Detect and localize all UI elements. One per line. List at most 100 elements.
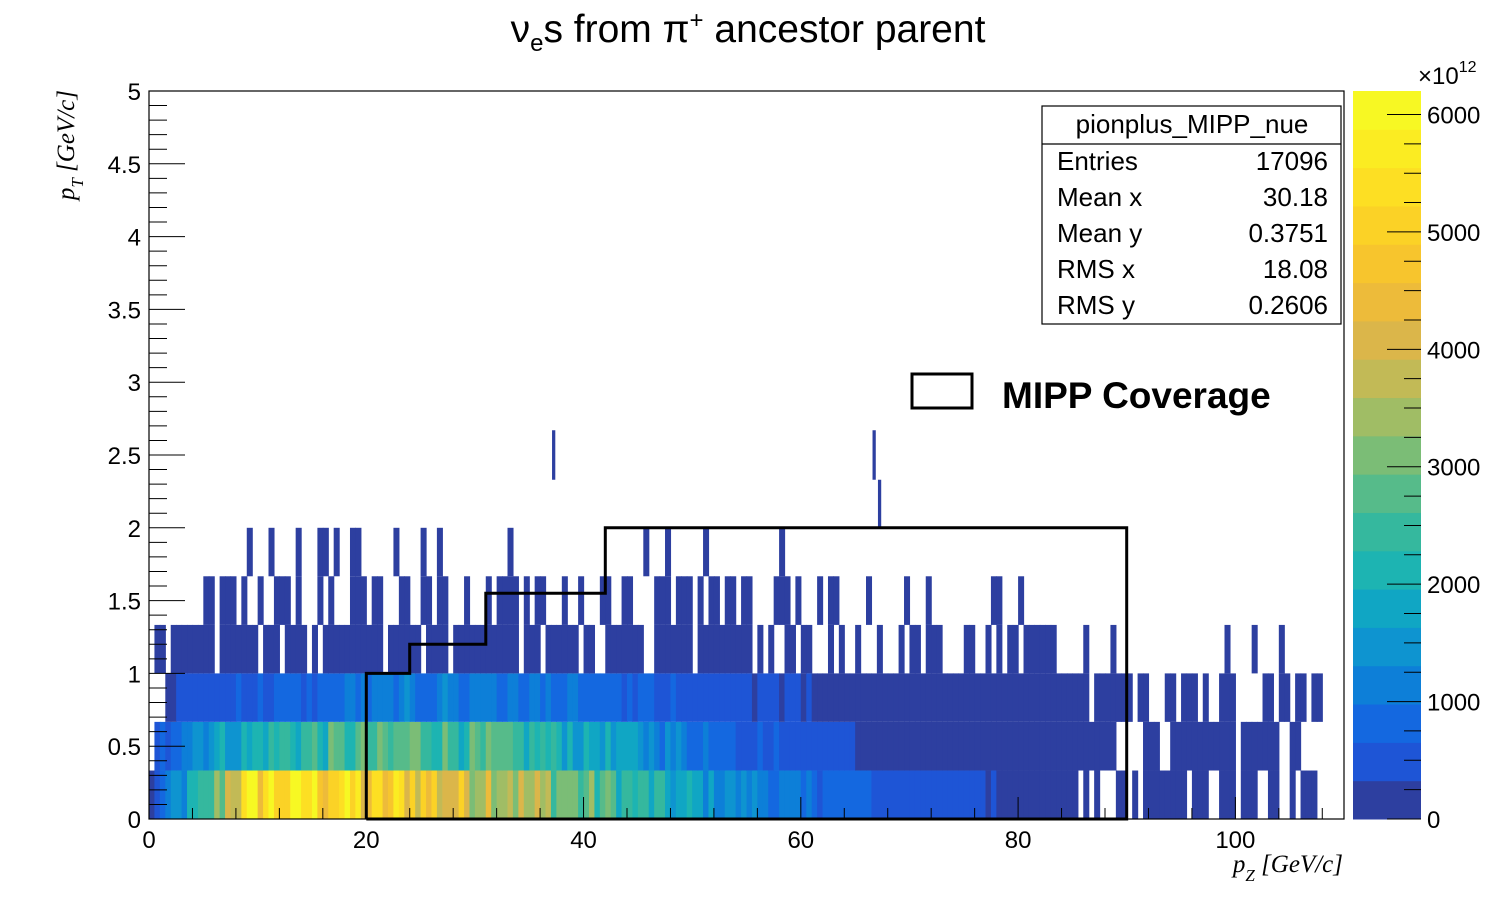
heatmap-cell [947,721,954,771]
heatmap-cell [838,673,845,722]
heatmap-cell [1061,721,1068,771]
heatmap-cell [605,721,612,771]
heatmap-cell [1186,721,1193,771]
heatmap-cell [273,721,280,771]
heatmap-cell [480,624,487,674]
colorbar-swatch [1353,627,1421,667]
heatmap-cell [453,673,460,722]
heatmap-cell [230,673,237,722]
heatmap-cell [442,673,449,722]
heatmap-cell [279,721,286,771]
colorbar-exponent: ×1012 [1418,59,1477,90]
heatmap-cell [502,673,509,722]
heatmap-cell [426,576,433,625]
heatmap-cell [1001,721,1008,771]
heatmap-cell [420,673,427,722]
heatmap-cell [436,624,443,674]
heatmap-cell [295,527,302,577]
heatmap-cell [632,673,639,722]
heatmap-cell [257,721,264,771]
heatmap-cell [789,770,796,819]
heatmap-cell [333,721,340,771]
heatmap-cell [360,721,367,771]
heatmap-cell [523,721,530,771]
x-tick-label: 60 [787,827,814,854]
heatmap-cell [969,673,976,722]
heatmap-cell [561,721,568,771]
heatmap-cell [773,770,780,819]
heatmap-cell [583,770,590,819]
colorbar-swatch [1353,704,1421,743]
heatmap-cell [936,721,943,771]
heatmap-cell [708,721,715,771]
heatmap-cell [567,673,574,722]
heatmap-cell [1202,770,1209,819]
heatmap-cell [757,721,764,771]
heatmap-cell [268,673,275,722]
heatmap-cell [404,673,411,722]
colorbar-swatch [1353,320,1421,360]
heatmap-cell [339,624,346,674]
heatmap-cell [1083,624,1090,674]
heatmap-cell [746,721,753,771]
heatmap-cell [659,721,666,771]
heatmap-cell [784,770,791,819]
heatmap-cell [219,576,226,625]
heatmap-cell [398,770,405,819]
heatmap-cell [426,624,433,674]
heatmap-cell [703,770,710,819]
heatmap-cell [980,673,987,722]
heatmap-cell [1045,770,1052,819]
heatmap-cell [328,576,335,625]
heatmap-cell [703,721,710,771]
heatmap-cell [773,673,780,722]
heatmap-cell [203,721,210,771]
heatmap-cell [208,576,215,625]
heatmap-cell [648,673,655,722]
heatmap-cell [904,576,911,625]
y-tick-label: 3 [128,370,141,397]
heatmap-cell [1148,721,1155,771]
heatmap-cell [219,624,226,674]
heatmap-cell [866,770,873,819]
heatmap-cell [507,527,514,577]
heatmap-cell [333,673,340,722]
heatmap-cell [496,624,503,674]
heatmap-cell [225,721,232,771]
heatmap-cell [855,673,862,722]
heatmap-cell [1105,721,1112,771]
heatmap-cell [1170,673,1177,722]
heatmap-cell [1132,770,1139,819]
heatmap-cell [692,770,699,819]
heatmap-cell [1077,721,1084,771]
y-tick-label: 3.5 [108,297,141,324]
heatmap-cell [556,721,563,771]
heatmap-cell [1056,770,1063,819]
heatmap-cell [681,721,688,771]
heatmap-cell [355,624,362,674]
heatmap-cell [409,770,416,819]
heatmap-cell [567,721,574,771]
heatmap-cell [800,770,807,819]
heatmap-cell [322,527,329,577]
heatmap-cell [605,770,612,819]
heatmap-cell [925,770,932,819]
heatmap-cell [1001,673,1008,722]
heatmap-cell [301,721,308,771]
heatmap-cell [708,673,715,722]
heatmap-cell [176,673,183,722]
heatmap-cell [366,770,373,819]
heatmap-cell [627,624,634,674]
stats-label: RMS y [1057,290,1135,320]
heatmap-cell [273,673,280,722]
heatmap-cell [724,576,731,625]
heatmap-cell [588,673,596,722]
heatmap-cell [974,770,981,819]
heatmap-cell [333,770,340,819]
heatmap-cell [436,673,443,722]
heatmap-cell [165,673,172,722]
heatmap-cell [377,673,384,722]
heatmap-cell [556,770,563,819]
heatmap-cell [464,576,471,625]
